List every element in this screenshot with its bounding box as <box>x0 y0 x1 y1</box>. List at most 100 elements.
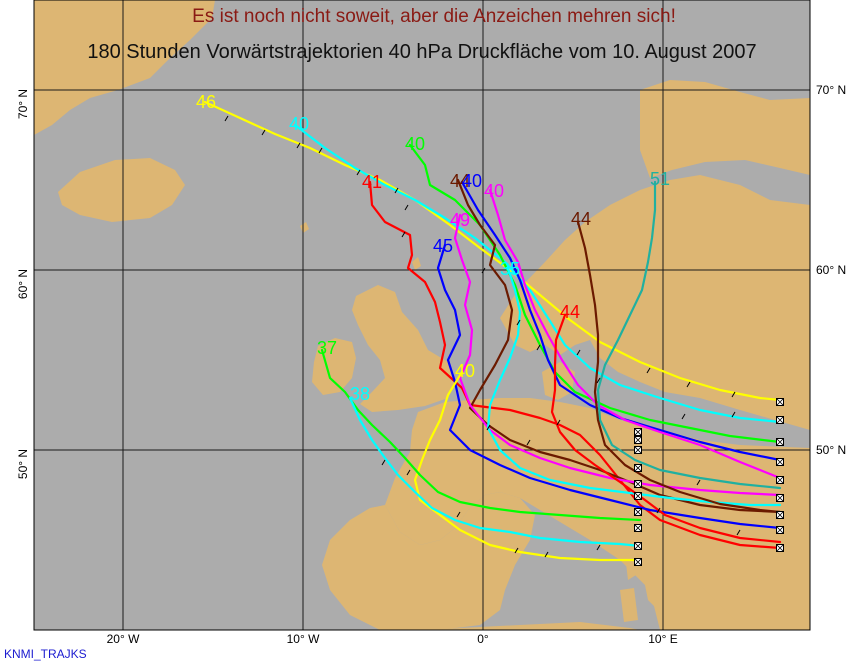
end-marker <box>634 464 642 472</box>
traj-label-cyan-north: 40 <box>289 114 309 134</box>
hour-tick <box>261 129 266 136</box>
hour-tick <box>516 319 521 326</box>
lon-label-10w: 10° W <box>287 632 320 646</box>
traj-label-blue-north: 40 <box>462 171 482 191</box>
traj-label-green-north: 40 <box>405 134 425 154</box>
lon-label-20w: 20° W <box>107 632 140 646</box>
end-marker <box>634 558 642 566</box>
end-marker <box>634 428 642 436</box>
hour-tick <box>596 544 601 551</box>
hour-tick <box>514 547 519 554</box>
end-marker <box>776 511 784 519</box>
graticule <box>34 0 810 630</box>
trajectory-red-east <box>550 313 782 544</box>
great-britain-land <box>352 285 455 412</box>
title-line2: 180 Stunden Vorwärtstrajektorien 40 hPa … <box>87 41 756 63</box>
credit-label: KNMI_TRAJKS <box>4 647 87 661</box>
hour-tick <box>696 479 701 486</box>
hour-tick <box>731 411 736 418</box>
latitude-labels-left: 70° N 60° N 50° N <box>16 89 30 479</box>
traj-label-green-west: 37 <box>317 338 337 358</box>
italy-land <box>640 555 740 630</box>
hour-tick <box>731 391 736 398</box>
title-line1: Es ist noch nicht soweit, aber die Anzei… <box>192 6 676 27</box>
hour-tick <box>736 529 741 536</box>
map-border <box>33 0 811 631</box>
hour-tick <box>486 424 491 431</box>
lat-label-left-50n: 50° N <box>16 449 30 479</box>
end-marker <box>776 476 784 484</box>
hour-tick <box>536 344 541 351</box>
trajectory-brown-east <box>576 220 782 514</box>
trajectory-green-north <box>408 143 782 444</box>
hour-tick <box>681 413 686 420</box>
hour-tick-marks <box>224 115 741 558</box>
sardinia-land <box>620 588 638 622</box>
end-marker <box>634 492 642 500</box>
hour-tick <box>296 142 301 149</box>
hour-tick <box>456 511 461 518</box>
continental-europe-land <box>385 398 810 630</box>
hour-tick <box>404 204 409 211</box>
trajectory-cyan-mid <box>486 266 782 507</box>
end-marker <box>634 524 642 532</box>
lat-label-left-60n: 60° N <box>16 269 30 299</box>
traj-label-yellow-mid: 40 <box>455 361 475 381</box>
end-marker <box>776 416 784 424</box>
end-marker <box>634 542 642 550</box>
latitude-labels-right: 70° N 60° N 50° N <box>816 83 846 457</box>
hour-tick <box>381 459 386 466</box>
end-marker <box>776 438 784 446</box>
end-marker <box>634 436 642 444</box>
trajectory-cyan-north <box>293 123 782 424</box>
trajectory-cyan-west <box>348 396 642 548</box>
hour-tick <box>356 169 361 176</box>
land-masses <box>34 0 810 630</box>
hour-tick <box>686 381 691 388</box>
traj-label-magenta-north: 40 <box>484 181 504 201</box>
traj-label-red-east: 44 <box>560 302 580 322</box>
end-marker <box>634 446 642 454</box>
hour-tick <box>406 469 411 476</box>
hour-tick <box>481 267 486 274</box>
trajectory-labels: 46 40 40 41 44 40 40 49 45 35 51 44 44 4… <box>196 92 670 404</box>
lat-label-right-60n: 60° N <box>816 263 846 277</box>
traj-label-cyan-mid: 35 <box>500 259 520 279</box>
hour-tick <box>556 419 561 426</box>
hour-tick <box>224 115 229 122</box>
greenland-land <box>34 0 215 135</box>
lat-label-right-50n: 50° N <box>816 443 846 457</box>
trajectory-yellow-north <box>203 100 782 402</box>
trajectory-brown-north <box>456 178 782 514</box>
hour-tick <box>544 551 549 558</box>
traj-label-magenta-mid: 49 <box>450 210 470 230</box>
traj-label-teal-east: 51 <box>650 169 670 189</box>
end-marker <box>776 526 784 534</box>
end-marker <box>634 508 642 516</box>
hour-tick <box>526 439 531 446</box>
traj-label-cyan-west: 38 <box>350 384 370 404</box>
end-marker <box>634 480 642 488</box>
trajectory-layer <box>203 100 782 562</box>
hour-tick <box>318 147 323 154</box>
hour-tick <box>576 349 581 356</box>
hour-tick <box>394 187 399 194</box>
scandinavia-land <box>500 175 810 430</box>
lat-label-left-70n: 70° N <box>16 89 30 119</box>
hour-tick <box>596 377 601 384</box>
end-marker <box>776 494 784 502</box>
end-marker <box>776 544 784 552</box>
hour-tick <box>401 231 406 238</box>
hour-tick <box>656 507 661 514</box>
end-marker <box>776 458 784 466</box>
lon-label-10e: 10° E <box>648 632 677 646</box>
end-markers <box>634 398 784 566</box>
trajectory-magenta-north <box>488 188 782 480</box>
end-marker <box>776 398 784 406</box>
traj-label-brown-north: 44 <box>450 171 470 191</box>
trajectory-teal-east <box>596 180 782 490</box>
iceland-land <box>58 158 185 222</box>
traj-label-blue-mid: 45 <box>433 236 453 256</box>
trajectory-blue-north <box>460 180 782 462</box>
